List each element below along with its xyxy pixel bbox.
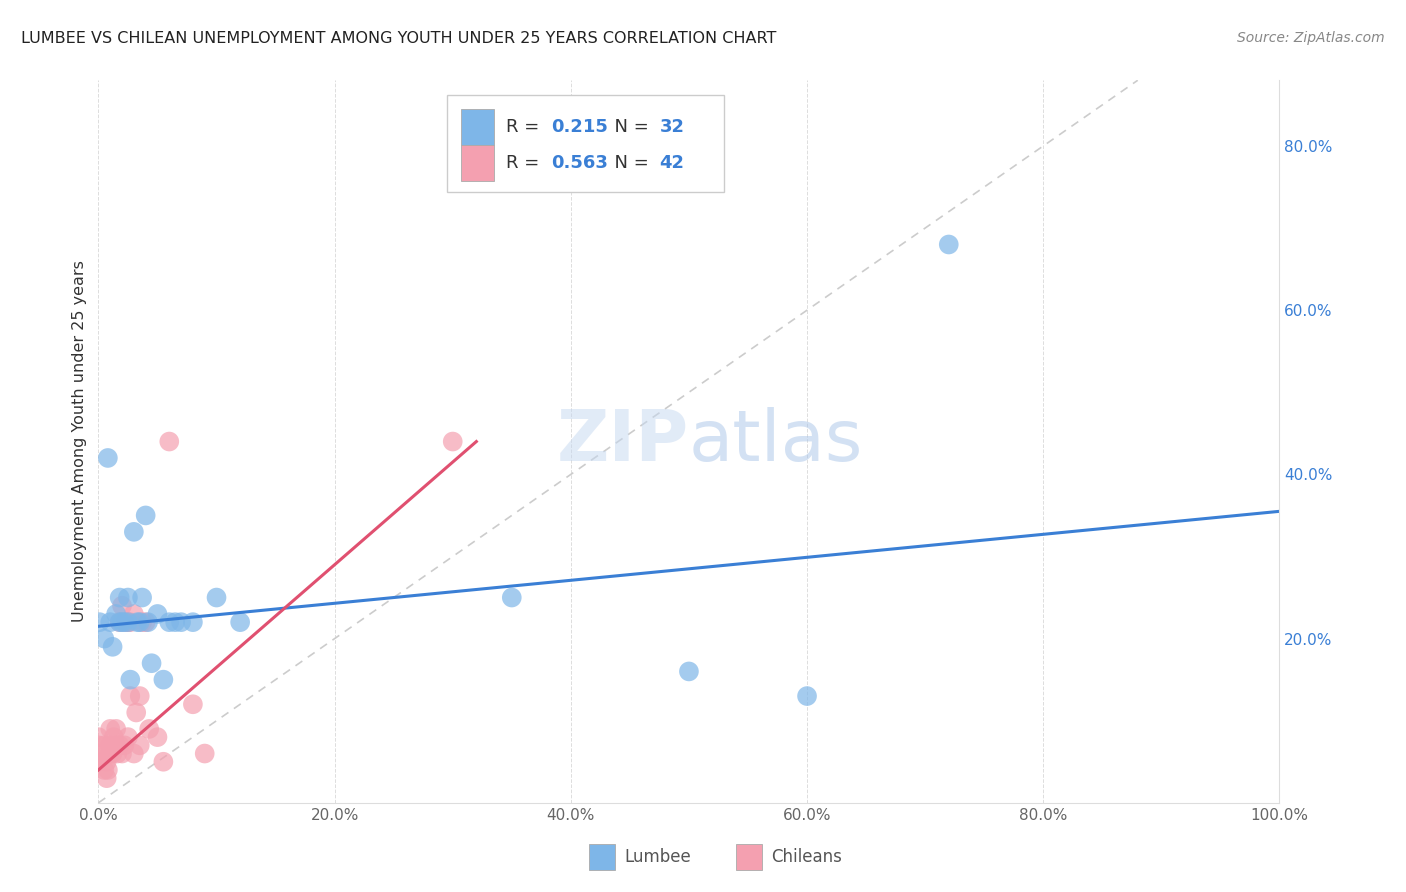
Point bbox=[122, 607, 145, 621]
Point bbox=[108, 739, 131, 753]
Point bbox=[93, 763, 115, 777]
Point bbox=[194, 747, 217, 761]
Text: LUMBEE VS CHILEAN UNEMPLOYMENT AMONG YOUTH UNDER 25 YEARS CORRELATION CHART: LUMBEE VS CHILEAN UNEMPLOYMENT AMONG YOU… bbox=[21, 31, 776, 46]
Point bbox=[91, 747, 114, 761]
FancyBboxPatch shape bbox=[589, 845, 614, 870]
Point bbox=[146, 607, 169, 621]
Point bbox=[93, 739, 115, 753]
Point bbox=[87, 739, 110, 753]
Text: Source: ZipAtlas.com: Source: ZipAtlas.com bbox=[1237, 31, 1385, 45]
Point bbox=[97, 450, 120, 465]
Text: 42: 42 bbox=[659, 154, 685, 172]
Point bbox=[125, 706, 148, 720]
Point bbox=[181, 615, 204, 630]
Point bbox=[98, 747, 121, 761]
Point bbox=[120, 689, 142, 703]
Point bbox=[152, 755, 174, 769]
Point bbox=[112, 739, 135, 753]
Text: 0.215: 0.215 bbox=[551, 119, 607, 136]
Text: R =: R = bbox=[506, 154, 546, 172]
Point bbox=[98, 739, 121, 753]
Point bbox=[105, 607, 128, 621]
Text: ZIP: ZIP bbox=[557, 407, 689, 476]
Y-axis label: Unemployment Among Youth under 25 years: Unemployment Among Youth under 25 years bbox=[72, 260, 87, 623]
Point bbox=[103, 730, 125, 744]
Point bbox=[170, 615, 193, 630]
Point bbox=[117, 730, 139, 744]
Point bbox=[98, 722, 121, 736]
Point bbox=[146, 730, 169, 744]
FancyBboxPatch shape bbox=[447, 95, 724, 193]
Point bbox=[128, 739, 150, 753]
Point bbox=[108, 615, 131, 630]
Text: N =: N = bbox=[603, 119, 654, 136]
Text: Chileans: Chileans bbox=[772, 848, 842, 866]
Text: Lumbee: Lumbee bbox=[624, 848, 690, 866]
Point bbox=[87, 755, 110, 769]
Point bbox=[441, 434, 464, 449]
FancyBboxPatch shape bbox=[737, 845, 762, 870]
Point bbox=[101, 640, 124, 654]
Point bbox=[131, 615, 153, 630]
Point bbox=[105, 739, 128, 753]
Point bbox=[105, 747, 128, 761]
Point bbox=[205, 591, 228, 605]
Point bbox=[87, 755, 110, 769]
Point bbox=[97, 763, 120, 777]
Point bbox=[128, 689, 150, 703]
Point bbox=[678, 665, 700, 679]
Point bbox=[108, 615, 131, 630]
Point bbox=[157, 615, 180, 630]
Point bbox=[127, 615, 149, 630]
Point bbox=[120, 615, 142, 630]
Point bbox=[157, 434, 180, 449]
Point bbox=[114, 615, 136, 630]
Point bbox=[96, 771, 118, 785]
Point bbox=[138, 722, 160, 736]
Point bbox=[120, 673, 142, 687]
Point bbox=[122, 524, 145, 539]
FancyBboxPatch shape bbox=[461, 145, 494, 181]
Point bbox=[112, 615, 135, 630]
Text: 32: 32 bbox=[659, 119, 685, 136]
Text: R =: R = bbox=[506, 119, 546, 136]
Point bbox=[938, 237, 960, 252]
Point bbox=[111, 747, 134, 761]
Point bbox=[122, 747, 145, 761]
Point bbox=[229, 615, 252, 630]
Point bbox=[501, 591, 523, 605]
Point bbox=[152, 673, 174, 687]
Point bbox=[141, 657, 163, 671]
Point bbox=[135, 508, 157, 523]
Point bbox=[98, 615, 121, 630]
Point bbox=[87, 730, 110, 744]
Point bbox=[101, 747, 124, 761]
Point bbox=[128, 615, 150, 630]
Text: atlas: atlas bbox=[689, 407, 863, 476]
Point bbox=[89, 615, 111, 630]
Point bbox=[796, 689, 818, 703]
Point bbox=[117, 615, 139, 630]
Point bbox=[108, 591, 131, 605]
Point bbox=[131, 591, 153, 605]
Point bbox=[165, 615, 187, 630]
Point bbox=[135, 615, 157, 630]
Point bbox=[111, 615, 134, 630]
Point bbox=[117, 591, 139, 605]
Point bbox=[136, 615, 159, 630]
Text: 0.563: 0.563 bbox=[551, 154, 607, 172]
Point bbox=[117, 615, 139, 630]
FancyBboxPatch shape bbox=[461, 109, 494, 145]
Point bbox=[181, 698, 204, 712]
Point bbox=[96, 755, 118, 769]
Point bbox=[93, 632, 115, 646]
Point bbox=[105, 722, 128, 736]
Text: N =: N = bbox=[603, 154, 654, 172]
Point bbox=[111, 599, 134, 613]
